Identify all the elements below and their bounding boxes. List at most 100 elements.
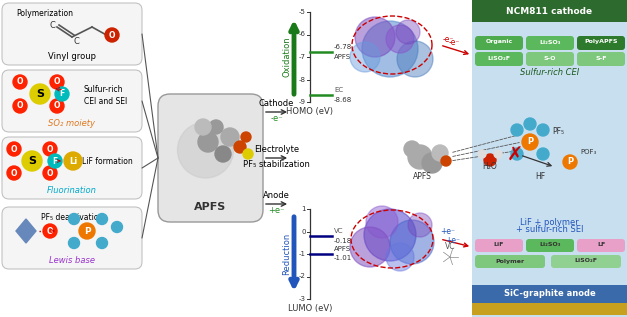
Bar xyxy=(472,303,627,315)
Text: Reduction: Reduction xyxy=(282,233,291,275)
Text: APFS: APFS xyxy=(194,202,226,212)
Bar xyxy=(472,0,627,22)
Circle shape xyxy=(7,166,21,180)
Circle shape xyxy=(441,156,451,166)
Circle shape xyxy=(112,222,122,232)
Text: O: O xyxy=(17,101,23,111)
Text: -9: -9 xyxy=(299,99,306,105)
Text: P: P xyxy=(83,227,90,236)
Text: Sulfur-rich: Sulfur-rich xyxy=(84,86,124,94)
Text: VC: VC xyxy=(334,228,344,234)
Text: P: P xyxy=(527,138,533,146)
Circle shape xyxy=(198,132,218,152)
Text: -e⁻: -e⁻ xyxy=(449,38,460,47)
Bar xyxy=(472,227,627,287)
Circle shape xyxy=(350,227,390,267)
Circle shape xyxy=(355,17,395,57)
FancyBboxPatch shape xyxy=(2,70,142,132)
Circle shape xyxy=(397,41,433,77)
FancyBboxPatch shape xyxy=(475,239,523,252)
Circle shape xyxy=(43,142,57,156)
Text: 0: 0 xyxy=(302,229,306,235)
Circle shape xyxy=(396,20,420,44)
Circle shape xyxy=(177,122,233,178)
Text: Oxidation: Oxidation xyxy=(282,37,291,77)
Text: APFS: APFS xyxy=(334,246,351,252)
Bar xyxy=(472,285,627,303)
Circle shape xyxy=(30,84,50,104)
FancyBboxPatch shape xyxy=(577,36,625,50)
Circle shape xyxy=(350,42,380,72)
Text: -0.18: -0.18 xyxy=(334,237,352,243)
Circle shape xyxy=(13,75,27,89)
Circle shape xyxy=(79,223,95,239)
Text: -e⁻: -e⁻ xyxy=(270,114,283,123)
Circle shape xyxy=(494,150,502,158)
Text: -7: -7 xyxy=(299,54,306,60)
Circle shape xyxy=(105,28,119,42)
Text: Li₂SO₃: Li₂SO₃ xyxy=(539,243,561,248)
Text: +e⁻: +e⁻ xyxy=(445,236,460,245)
Text: O: O xyxy=(108,30,115,40)
Text: NCM811 cathode: NCM811 cathode xyxy=(507,7,593,16)
Polygon shape xyxy=(16,219,36,243)
Text: -3: -3 xyxy=(299,296,306,302)
Text: O: O xyxy=(54,77,60,87)
Text: Sulfur-rich CEI: Sulfur-rich CEI xyxy=(520,68,579,77)
Circle shape xyxy=(511,148,523,160)
Text: C: C xyxy=(73,36,79,46)
Text: CEI and SEI: CEI and SEI xyxy=(84,96,127,106)
Text: HOMO (eV): HOMO (eV) xyxy=(287,107,334,116)
Circle shape xyxy=(50,99,64,113)
Text: LiSO₂F: LiSO₂F xyxy=(488,55,510,61)
Circle shape xyxy=(484,154,496,166)
Text: O: O xyxy=(47,227,53,236)
Text: Electrolyte: Electrolyte xyxy=(254,145,299,154)
Circle shape xyxy=(209,120,223,134)
FancyBboxPatch shape xyxy=(2,3,142,65)
Text: 1: 1 xyxy=(302,206,306,212)
Text: O: O xyxy=(47,145,53,153)
Text: -6: -6 xyxy=(299,31,306,37)
Text: -8: -8 xyxy=(299,76,306,82)
Circle shape xyxy=(43,224,57,238)
FancyBboxPatch shape xyxy=(577,239,625,252)
Circle shape xyxy=(386,243,414,271)
Text: P: P xyxy=(567,158,573,166)
Circle shape xyxy=(50,75,64,89)
Circle shape xyxy=(43,166,57,180)
Circle shape xyxy=(22,151,42,171)
Text: -1.01: -1.01 xyxy=(334,255,352,261)
Circle shape xyxy=(366,206,398,238)
Text: Vinyl group: Vinyl group xyxy=(48,52,96,61)
Text: PF₅ deactivation: PF₅ deactivation xyxy=(41,213,103,222)
Circle shape xyxy=(386,25,414,53)
Text: LUMO (eV): LUMO (eV) xyxy=(288,304,332,313)
FancyBboxPatch shape xyxy=(2,137,142,199)
Circle shape xyxy=(478,150,486,158)
Text: HF: HF xyxy=(535,172,545,181)
Circle shape xyxy=(432,145,448,161)
Text: S: S xyxy=(36,89,44,99)
Text: -5: -5 xyxy=(299,9,306,15)
Text: VC: VC xyxy=(445,242,455,251)
Text: POF₃: POF₃ xyxy=(580,149,596,155)
Text: Lewis base: Lewis base xyxy=(49,256,95,265)
Text: SiC-graphite anode: SiC-graphite anode xyxy=(503,289,596,299)
Text: O: O xyxy=(11,169,18,178)
Circle shape xyxy=(97,237,107,249)
Circle shape xyxy=(68,214,80,224)
Circle shape xyxy=(408,213,432,237)
Circle shape xyxy=(68,237,80,249)
Circle shape xyxy=(215,146,231,162)
Text: ✗: ✗ xyxy=(507,146,523,165)
Text: SO₂ moiety: SO₂ moiety xyxy=(48,119,95,128)
Text: Li₂SO₃: Li₂SO₃ xyxy=(539,40,561,44)
Text: Fluorination: Fluorination xyxy=(47,186,97,195)
Text: LiF formation: LiF formation xyxy=(82,157,133,165)
Circle shape xyxy=(364,209,416,261)
Text: APFS: APFS xyxy=(413,172,431,181)
Text: APFS: APFS xyxy=(334,54,351,60)
Circle shape xyxy=(524,118,536,130)
Circle shape xyxy=(537,148,549,160)
